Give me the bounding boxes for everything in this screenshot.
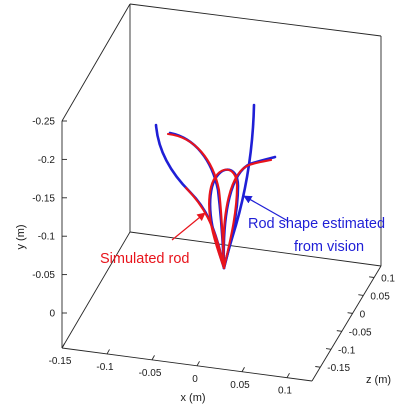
z-tick-label: 0.1: [381, 274, 395, 285]
z-tick-label: -0.15: [327, 363, 350, 374]
x-axis-label: x (m): [180, 392, 205, 404]
simulated-rod-branch-right: [222, 158, 273, 270]
z-tick-mark: [315, 366, 321, 368]
vision-rod-branch-right: [222, 155, 277, 270]
x-tick-label: -0.05: [139, 368, 162, 379]
z-tick-label: -0.05: [349, 327, 372, 338]
floor-back-left-edge: [61, 231, 131, 349]
simulated-rod-annotation: Simulated rod: [100, 251, 189, 267]
z-tick-mark: [358, 294, 364, 296]
y-tick-label: -0.25: [32, 117, 55, 128]
x-axis-ticks: -0.15 -0.1 -0.05 0 0.05 0.1: [49, 343, 292, 397]
z-tick-mark: [369, 276, 375, 278]
back-top-edge: [129, 3, 382, 37]
y-tick-label: -0.2: [38, 155, 56, 166]
x-tick-mark: [61, 343, 65, 349]
x-axis-line: [61, 347, 313, 382]
x-tick-mark: [106, 349, 110, 355]
floor-back-right-edge: [129, 231, 382, 267]
x-tick-label: 0.05: [230, 380, 250, 391]
vision-estimate-annotation-line-2: from vision: [294, 239, 364, 255]
vision-estimate-arrow: [243, 195, 289, 222]
vision-estimate-annotation-line-1: Rod shape estimated: [248, 216, 385, 232]
x-tick-mark: [286, 372, 290, 378]
z-tick-mark: [347, 312, 353, 314]
z-tick-mark: [325, 348, 332, 350]
x-tick-mark: [241, 367, 245, 372]
z-tick-label: 0.05: [370, 291, 390, 302]
z-tick-mark: [336, 330, 342, 332]
y-tick-label: 0: [49, 309, 55, 320]
vision-rod-branch-left: [154, 123, 226, 270]
y-axis-ticks: -0.25 -0.2 -0.15 -0.1 -0.05 0: [32, 117, 67, 320]
z-tick-label: 0: [360, 309, 366, 320]
x-tick-label: -0.15: [49, 356, 72, 367]
y-axis-label: y (m): [15, 224, 27, 249]
simulated-rod-branch-left-lower: [184, 186, 225, 264]
simulated-rod-branch-diagonal: [166, 132, 226, 270]
x-tick-label: -0.1: [96, 362, 114, 373]
simulated-rod-arrow: [171, 212, 206, 241]
top-left-edge: [61, 3, 131, 122]
z-tick-label: -0.1: [338, 345, 356, 356]
x-tick-label: 0: [192, 374, 198, 385]
axes-box: [61, 3, 382, 382]
z-axis-ticks: 0.1 0.05 0 -0.05 -0.1 -0.15: [315, 274, 395, 374]
z-axis-label: z (m): [366, 374, 391, 386]
rod-series-simulated: [166, 132, 273, 270]
z-axis-line: [311, 265, 382, 382]
y-tick-label: -0.15: [32, 193, 55, 204]
x-tick-mark: [151, 355, 155, 361]
x-tick-label: 0.1: [278, 386, 292, 397]
y-tick-label: -0.05: [32, 270, 55, 281]
x-tick-mark: [196, 361, 200, 367]
y-tick-label: -0.1: [38, 232, 56, 243]
